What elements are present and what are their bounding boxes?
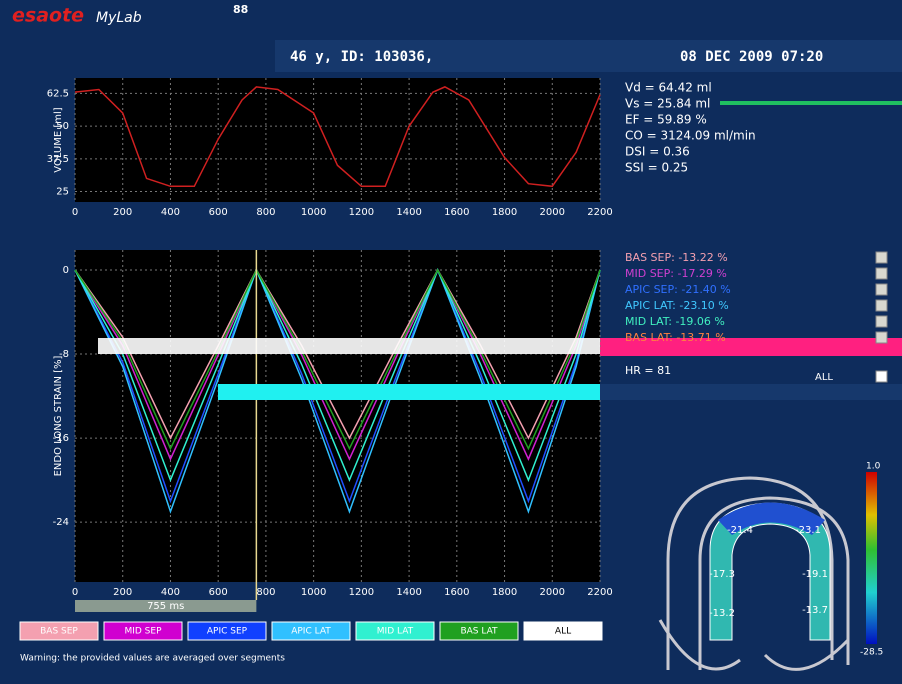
heart-rate: HR = 81 [625, 364, 671, 377]
x-tick-label: 1600 [444, 587, 469, 598]
x-tick-label: 600 [209, 587, 228, 598]
segment-value: -13.7 [802, 605, 828, 616]
button-label[interactable]: ALL [555, 627, 571, 637]
x-tick-label: 400 [161, 587, 180, 598]
x-tick-label: 0 [72, 207, 78, 218]
page: esaote MyLab 88 46 y, ID: 103036, 08 DEC… [0, 0, 902, 684]
legend-entry: BAS LAT: -13.71 % [625, 331, 726, 344]
warning: Warning: the provided values are average… [20, 654, 285, 664]
x-tick-label: 200 [113, 207, 132, 218]
product: MyLab [96, 10, 142, 26]
x-tick-label: 1200 [349, 207, 374, 218]
plot-area [75, 78, 600, 202]
datetime: 08 DEC 2009 07:20 [680, 49, 823, 65]
y-axis-label: ENDO LONG STRAIN [%] [53, 356, 64, 477]
x-tick-label: 200 [113, 587, 132, 598]
stat: EF = 59.89 % [625, 113, 707, 127]
legend-entry: BAS SEP: -13.22 % [625, 251, 728, 264]
all-label: ALL [815, 372, 833, 383]
checkbox[interactable] [876, 284, 887, 295]
x-tick-label: 2200 [587, 207, 612, 218]
segment-value: -19.1 [802, 569, 828, 580]
x-tick-label: 600 [209, 207, 228, 218]
segment-value: -13.2 [709, 608, 735, 619]
patient: 46 y, ID: 103036, [290, 49, 433, 65]
logo: esaote [12, 5, 84, 27]
checkbox[interactable] [876, 371, 887, 382]
x-tick-label: 800 [256, 207, 275, 218]
time-label: 755 ms [147, 601, 184, 612]
button-label[interactable]: BAS SEP [40, 627, 78, 637]
legend-entry: MID LAT: -19.06 % [625, 315, 725, 328]
y-axis-label: VOLUME [ml] [53, 107, 64, 172]
checkbox[interactable] [876, 332, 887, 343]
x-tick-label: 1400 [396, 207, 421, 218]
y-tick-label: -24 [53, 517, 69, 528]
x-tick-label: 1800 [492, 587, 517, 598]
overlay-bar [218, 384, 600, 400]
screen: esaote MyLab 88 46 y, ID: 103036, 08 DEC… [0, 0, 902, 684]
button-label[interactable]: MID SEP [124, 627, 162, 637]
colorbar [866, 472, 877, 644]
stat: Vs = 25.84 ml [625, 97, 710, 111]
overlay-bar [600, 384, 902, 400]
legend-entry: APIC LAT: -23.10 % [625, 299, 729, 312]
overlay-bar [98, 338, 600, 354]
y-tick-label: 25 [56, 187, 69, 198]
segment-value: -21.4 [727, 525, 753, 536]
stat: Vd = 64.42 ml [625, 81, 712, 95]
legend-entry: MID SEP: -17.29 % [625, 267, 727, 280]
checkbox[interactable] [876, 300, 887, 311]
x-tick-label: 1000 [301, 587, 326, 598]
segment-value: -23.1 [795, 525, 821, 536]
checkbox[interactable] [876, 252, 887, 263]
y-tick-label: 0 [63, 265, 69, 276]
stat: SSI = 0.25 [625, 161, 688, 175]
button-label[interactable]: MID LAT [377, 627, 414, 637]
checkbox[interactable] [876, 268, 887, 279]
x-tick-label: 1400 [396, 587, 421, 598]
y-tick-label: 62.5 [47, 88, 69, 99]
checkbox[interactable] [876, 316, 887, 327]
x-tick-label: 0 [72, 587, 78, 598]
stat: DSI = 0.36 [625, 145, 690, 159]
badge: 88 [233, 3, 248, 16]
button-label[interactable]: APIC SEP [207, 627, 248, 637]
stat: CO = 3124.09 ml/min [625, 129, 756, 143]
x-tick-label: 2000 [540, 207, 565, 218]
segment-value: -17.3 [709, 569, 735, 580]
x-tick-label: 1600 [444, 207, 469, 218]
x-tick-label: 1200 [349, 587, 374, 598]
button-label[interactable]: BAS LAT [460, 627, 498, 637]
x-tick-label: 1800 [492, 207, 517, 218]
x-tick-label: 1000 [301, 207, 326, 218]
legend-entry: APIC SEP: -21.40 % [625, 283, 731, 296]
x-tick-label: 400 [161, 207, 180, 218]
x-tick-label: 2000 [540, 587, 565, 598]
x-tick-label: 2200 [587, 587, 612, 598]
button-label[interactable]: APIC LAT [291, 627, 331, 637]
colorbar-min: -28.5 [860, 648, 883, 658]
decor-line [720, 101, 902, 105]
x-tick-label: 800 [256, 587, 275, 598]
colorbar-max: 1.0 [866, 462, 881, 472]
